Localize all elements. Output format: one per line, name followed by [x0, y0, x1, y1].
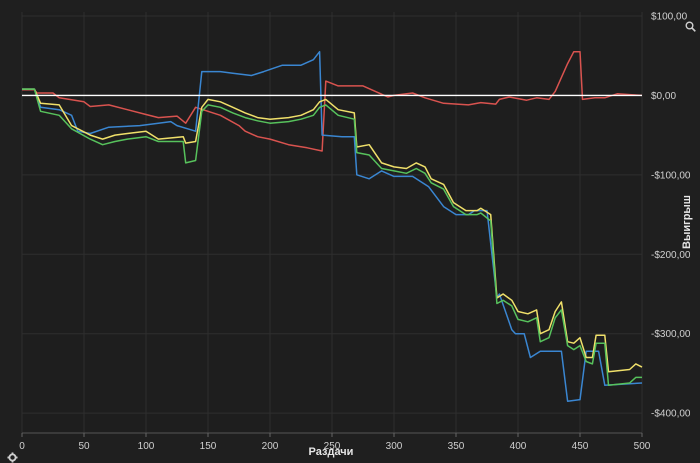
- x-tick-label: 100: [138, 441, 155, 452]
- grid-lines: [21, 12, 643, 433]
- x-tick-label: 150: [200, 441, 217, 452]
- y-axis-title: Выигрыш: [681, 195, 693, 249]
- y-tick-label: $100,00: [651, 11, 688, 22]
- y-axis-ticks: $100,00 $0,00 -$100,00 -$200,00 -$300,00 -$40…: [651, 11, 691, 419]
- x-axis-title: Раздачи: [309, 446, 354, 458]
- y-tick-label: -$300,00: [651, 329, 691, 340]
- y-tick-label: -$100,00: [651, 170, 691, 181]
- settings-gear-icon[interactable]: [7, 452, 18, 463]
- y-tick-label: $0,00: [651, 91, 676, 102]
- x-axis-ticks: 0 50 100 150 200 250 300 350 400 450 500: [19, 433, 651, 452]
- series-line-3: [22, 88, 643, 373]
- series-line-1: [22, 50, 643, 152]
- y-tick-label: -$200,00: [651, 250, 691, 261]
- y-tick-label: -$400,00: [651, 409, 691, 420]
- x-tick-label: 200: [262, 441, 279, 452]
- x-tick-label: 300: [386, 441, 403, 452]
- x-tick-label: 400: [510, 441, 527, 452]
- x-tick-label: 450: [572, 441, 589, 452]
- x-tick-label: 0: [19, 441, 25, 452]
- x-tick-label: 500: [634, 441, 651, 452]
- series-line-4: [22, 88, 642, 387]
- x-tick-label: 50: [78, 441, 90, 452]
- x-tick-label: 250: [324, 441, 341, 452]
- series-layer: [22, 50, 643, 402]
- zoom-icon[interactable]: [685, 21, 696, 32]
- x-tick-label: 350: [448, 441, 465, 452]
- series-line-2: [22, 50, 643, 402]
